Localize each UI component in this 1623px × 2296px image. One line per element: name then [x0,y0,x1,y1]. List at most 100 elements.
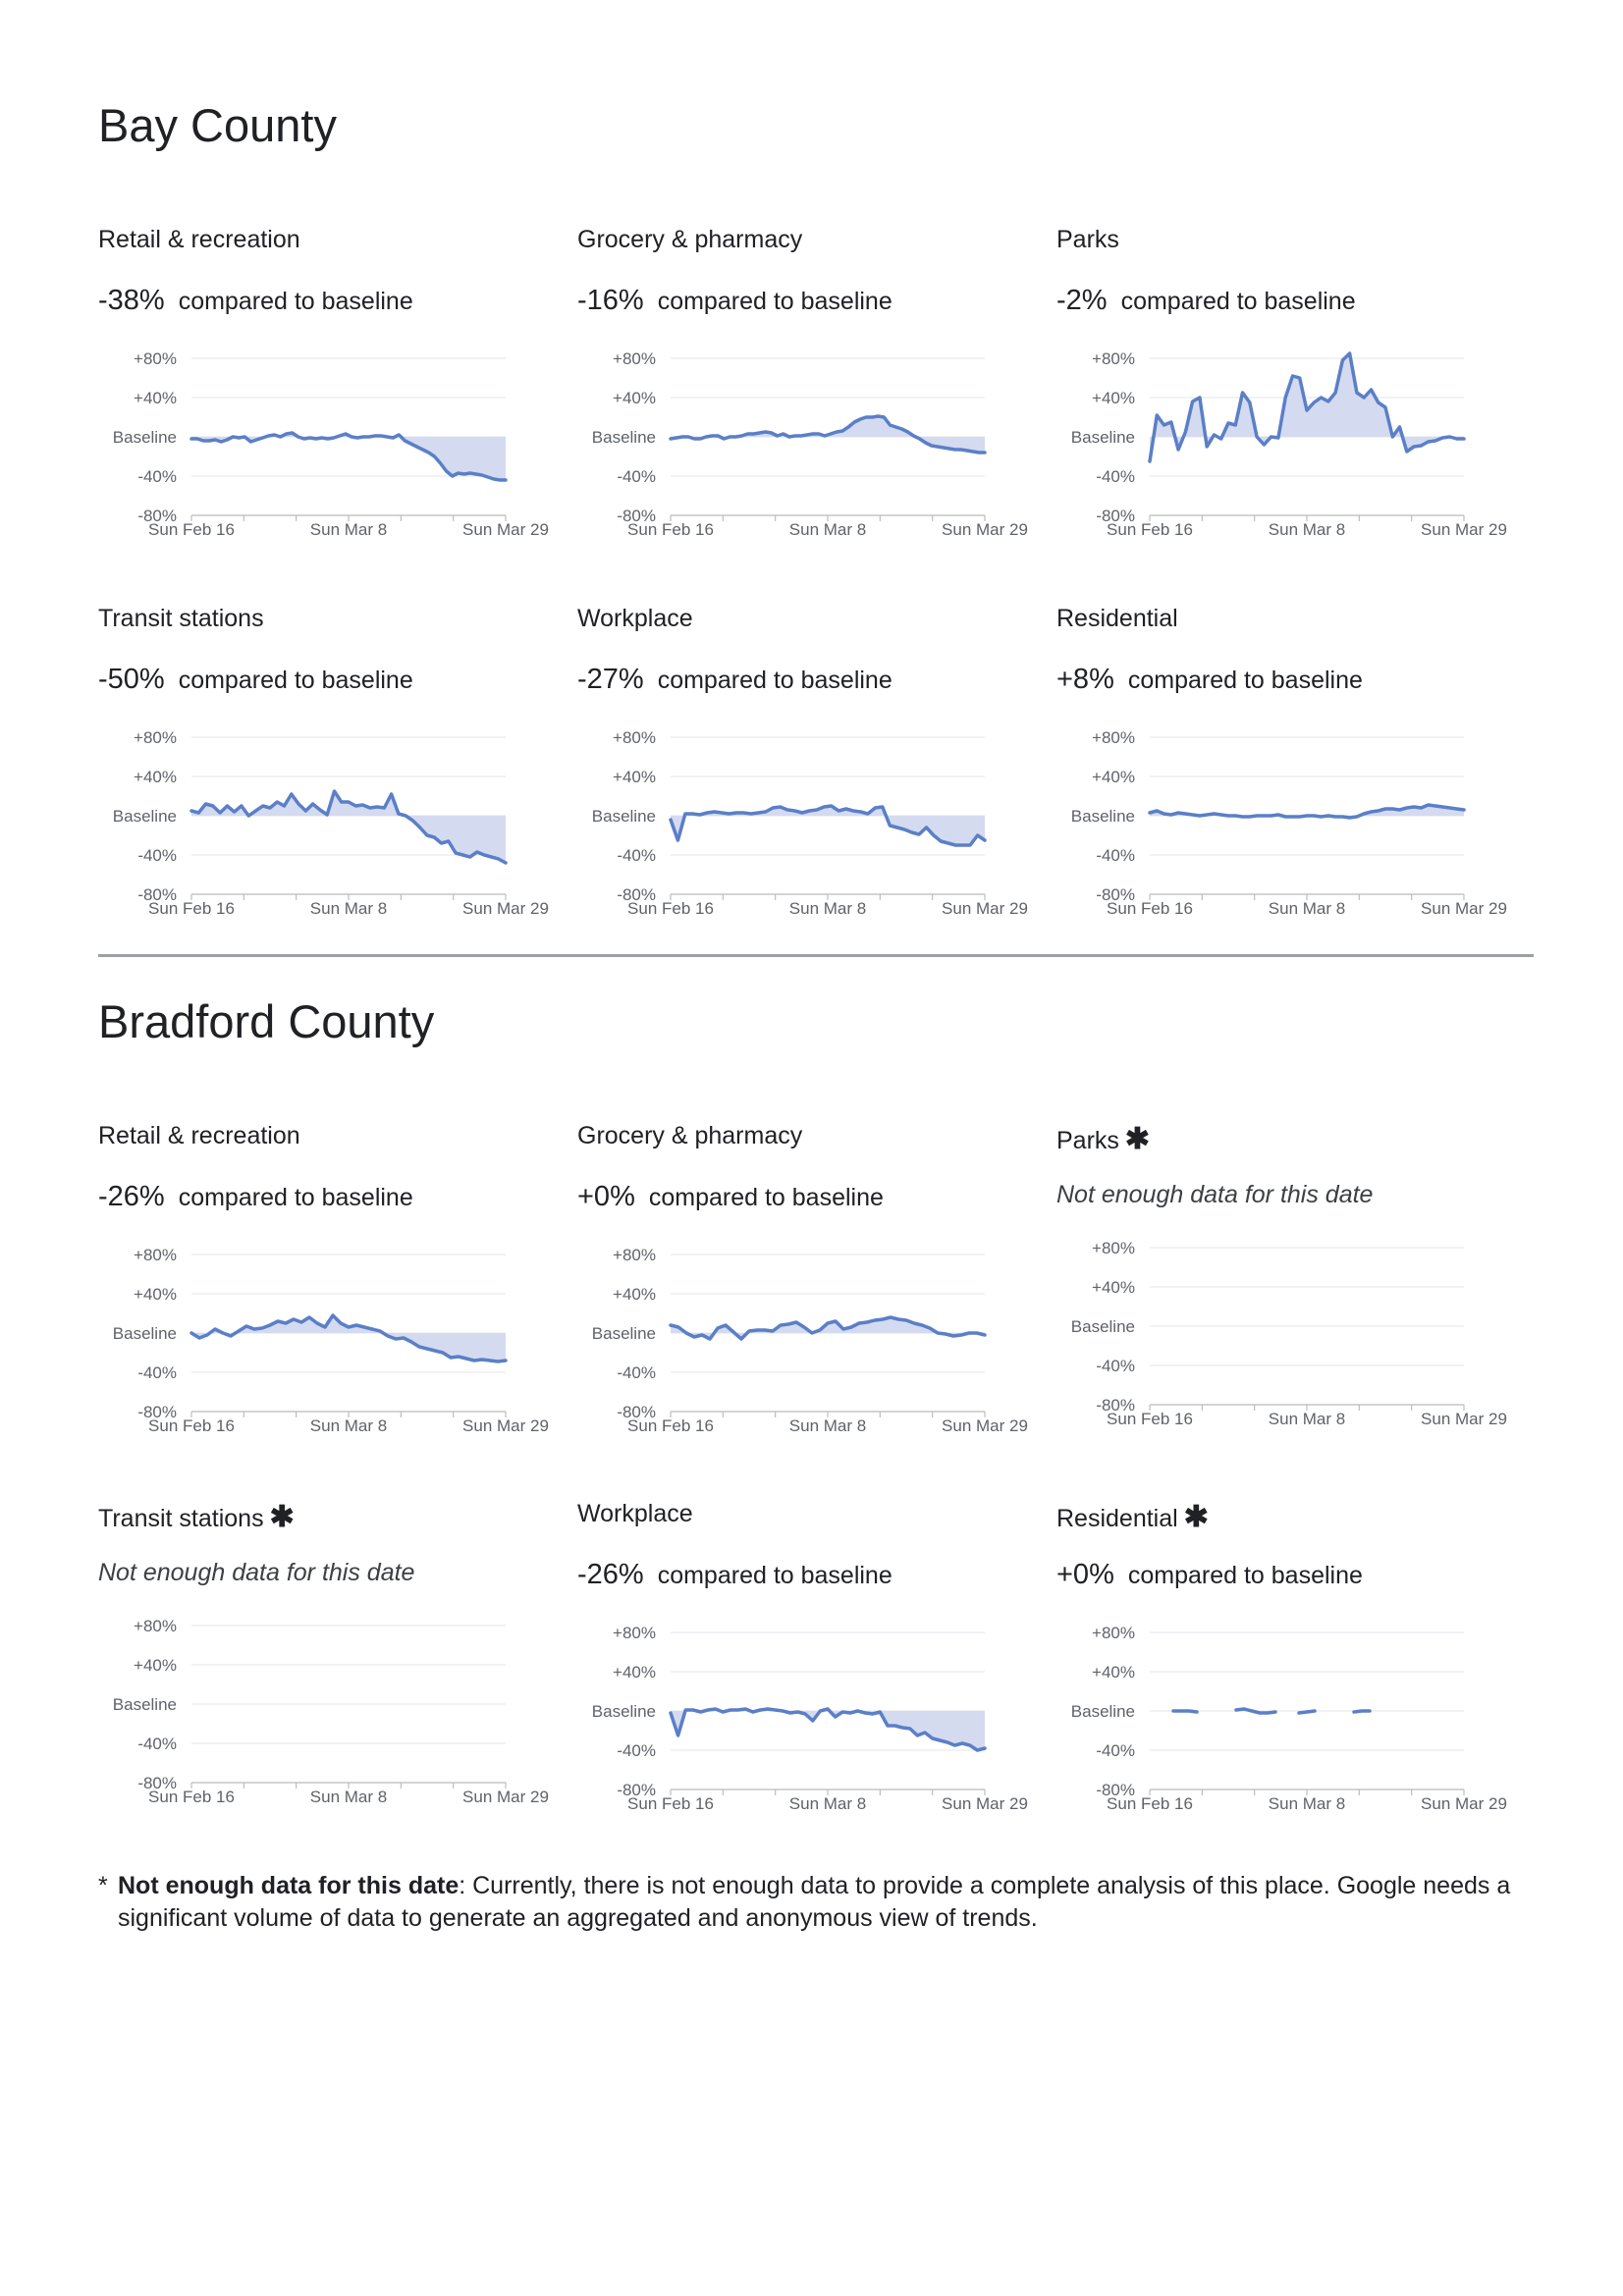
mobility-chart: +80% +40% Baseline -40% -80%Sun Feb 16 Sun Ma… [1071,1624,1507,1813]
mobility-chart-empty: +80% +40% Baseline -40% -80%Sun Feb 16 Sun Ma… [1071,1239,1507,1428]
x-tick-label: Sun Feb 16 [1107,1794,1193,1813]
y-tick-label: Baseline [592,807,656,826]
mobility-chart: +80% +40% Baseline -40% -80%Sun Feb 16 Sun Ma… [592,728,1028,918]
series-area [1150,353,1464,461]
series-area [191,433,506,480]
x-tick-label: Sun Feb 16 [627,899,714,918]
y-tick-label: Baseline [113,428,177,447]
footnote-term: Not enough data for this date [118,1872,460,1899]
series-line [189,1313,508,1363]
y-tick-label: +80% [134,1617,177,1635]
change-value: -38% [98,285,165,316]
category-label: Transit stations [98,605,264,632]
y-tick-label: -40% [1096,1357,1135,1375]
series-line [1148,803,1466,820]
y-tick-label: -40% [1096,846,1135,865]
x-tick-label: Sun Mar 8 [789,520,866,539]
y-tick-label: +40% [1092,1663,1135,1682]
x-tick-label: Sun Feb 16 [1107,1410,1193,1428]
mobility-chart: +80% +40% Baseline -40% -80%Sun Feb 16 Sun Ma… [113,728,549,918]
mobility-chart: +80% +40% Baseline -40% -80%Sun Feb 16 Sun Ma… [592,349,1028,539]
x-tick-label: Sun Mar 29 [462,1416,549,1435]
x-tick-label: Sun Mar 29 [942,1794,1028,1813]
y-tick-label: -40% [137,1363,177,1382]
change-suffix: compared to baseline [178,288,413,315]
y-tick-label: -40% [1096,1741,1135,1760]
y-tick-label: +40% [1092,389,1135,407]
panel-bradford-workplace: Workplace -26% compared to baseline +80% +… [577,1500,1049,1834]
panel-bradford-transit: Transit stations ✱ Not enough data for th… [98,1500,569,1834]
county-title: Bay County [98,99,337,151]
mobility-chart: +80% +40% Baseline -40% -80%Sun Feb 16 Sun Ma… [1071,728,1507,918]
category-label: Parks ✱ [1056,1123,1151,1155]
y-tick-label: +40% [1092,1278,1135,1297]
y-tick-label: +80% [613,1624,656,1642]
y-tick-label: Baseline [592,1702,656,1721]
series-area [1150,805,1464,818]
y-tick-label: +80% [1092,1239,1135,1257]
y-tick-label: Baseline [1071,1702,1135,1721]
series-line [669,804,987,847]
y-tick-label: -80% [1096,1396,1135,1415]
y-tick-label: +80% [1092,349,1135,368]
x-tick-label: Sun Feb 16 [148,520,235,539]
x-tick-label: Sun Mar 8 [789,1416,866,1435]
y-tick-label: +80% [134,349,177,368]
y-tick-label: Baseline [592,428,656,447]
category-label: Parks [1056,226,1119,253]
footnote: * Not enough data for this date: Current… [98,1870,1512,1935]
x-tick-label: Sun Mar 29 [1421,899,1507,918]
category-label: Workplace [577,1500,693,1527]
y-tick-label: -80% [137,507,177,525]
change-value: -50% [98,664,165,695]
panel-bay-residential: Residential +8% compared to baseline +80%… [1056,605,1528,938]
change-stat: -16% compared to baseline [577,285,893,317]
change-value: -26% [98,1181,165,1212]
y-tick-label: +40% [613,768,656,786]
y-tick-label: -80% [137,1403,177,1421]
y-tick-label: Baseline [1071,428,1135,447]
series-line [1171,1709,1199,1714]
x-tick-label: Sun Mar 8 [1269,1410,1345,1428]
x-tick-label: Sun Feb 16 [627,1416,714,1435]
x-tick-label: Sun Mar 29 [462,899,549,918]
x-tick-label: Sun Feb 16 [1107,520,1193,539]
change-stat: -26% compared to baseline [577,1559,893,1591]
x-tick-label: Sun Mar 29 [942,520,1028,539]
series-line [669,1315,987,1341]
category-label: Residential ✱ [1056,1501,1209,1533]
x-tick-label: Sun Feb 16 [148,899,235,918]
y-tick-label: Baseline [1071,1317,1135,1336]
y-tick-label: +40% [613,1663,656,1682]
change-suffix: compared to baseline [648,1184,884,1211]
y-tick-label: -40% [137,1735,177,1753]
x-tick-label: Sun Feb 16 [627,1794,714,1813]
panel-bradford-parks: Parks ✱ Not enough data for this date +80… [1056,1122,1528,1456]
change-suffix: compared to baseline [657,667,893,694]
series-line [1297,1709,1317,1715]
y-tick-label: +80% [134,1246,177,1264]
asterisk-icon: ✱ [269,1501,295,1533]
y-tick-label: +80% [613,1246,656,1264]
category-label: Retail & recreation [98,226,300,253]
mobility-chart: +80% +40% Baseline -40% -80%Sun Feb 16 Sun Ma… [592,1246,1028,1435]
y-tick-label: -80% [617,1403,656,1421]
mobility-chart-empty: +80% +40% Baseline -40% -80%Sun Feb 16 Sun Ma… [113,1617,549,1806]
category-label: Grocery & pharmacy [577,226,803,253]
y-tick-label: -40% [617,1363,656,1382]
y-tick-label: +80% [1092,1624,1135,1642]
y-tick-label: -40% [137,846,177,865]
x-tick-label: Sun Mar 29 [942,1416,1028,1435]
y-tick-label: +40% [134,389,177,407]
change-stat: -27% compared to baseline [577,664,893,696]
asterisk-icon: ✱ [1183,1501,1209,1533]
panel-bay-workplace: Workplace -27% compared to baseline +80% +… [577,605,1049,938]
series-line [669,414,987,454]
y-tick-label: -80% [617,507,656,525]
y-tick-label: -40% [617,846,656,865]
x-tick-label: Sun Mar 29 [1421,1410,1507,1428]
y-tick-label: +40% [134,1285,177,1304]
y-tick-label: -80% [137,1774,177,1792]
category-label: Transit stations ✱ [98,1501,295,1533]
panel-bradford-grocery: Grocery & pharmacy +0% compared to baseli… [577,1122,1049,1456]
